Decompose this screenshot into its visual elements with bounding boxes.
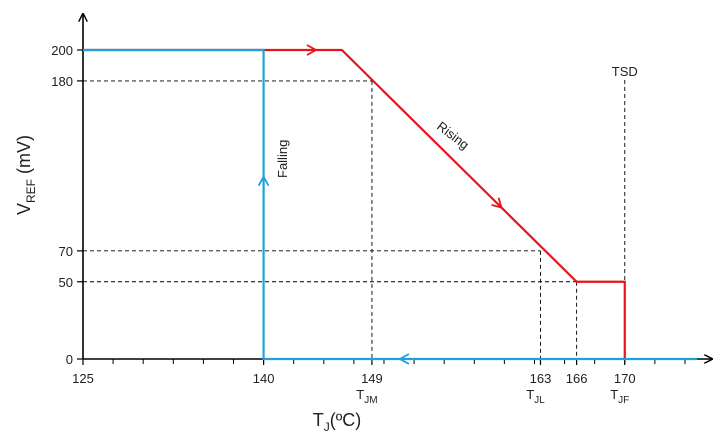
y-tick-label-50: 50 [59,275,73,290]
x-tick-sublabel-JM: TJM [356,387,377,406]
x-tick-label-140: 140 [253,371,275,386]
x-tick-label-170: 170 [614,371,636,386]
guide-lines [83,80,626,359]
x-tick-label-125: 125 [72,371,94,386]
series-line-falling [83,48,697,361]
x-tick-label-166: 166 [566,371,588,386]
y-tick-label-180: 180 [51,74,73,89]
x-tick-label-163: 163 [530,371,552,386]
ticks [77,49,686,365]
x-tick-sublabel-JF: TJF [610,387,629,406]
series-line-rising [83,48,626,359]
falling-arrow-2 [257,174,270,187]
series-group [83,44,697,365]
y-tick-label-70: 70 [59,244,73,259]
rising-arrow-1 [306,44,318,56]
x-tick-sublabel-JL: TJL [526,387,545,406]
rising-arrow-2 [491,197,503,209]
y-axis-title: VREF (mV) [14,135,38,215]
falling-arrow-1 [398,353,410,365]
y-tick-label-0: 0 [66,352,73,367]
x-axis-title: TJ(ºC) [313,410,362,434]
x-tick-label-149: 149 [361,371,383,386]
series-label-falling: Falling [275,140,290,178]
y-tick-label-200: 200 [51,43,73,58]
annotation-tsd: TSD [612,64,638,79]
